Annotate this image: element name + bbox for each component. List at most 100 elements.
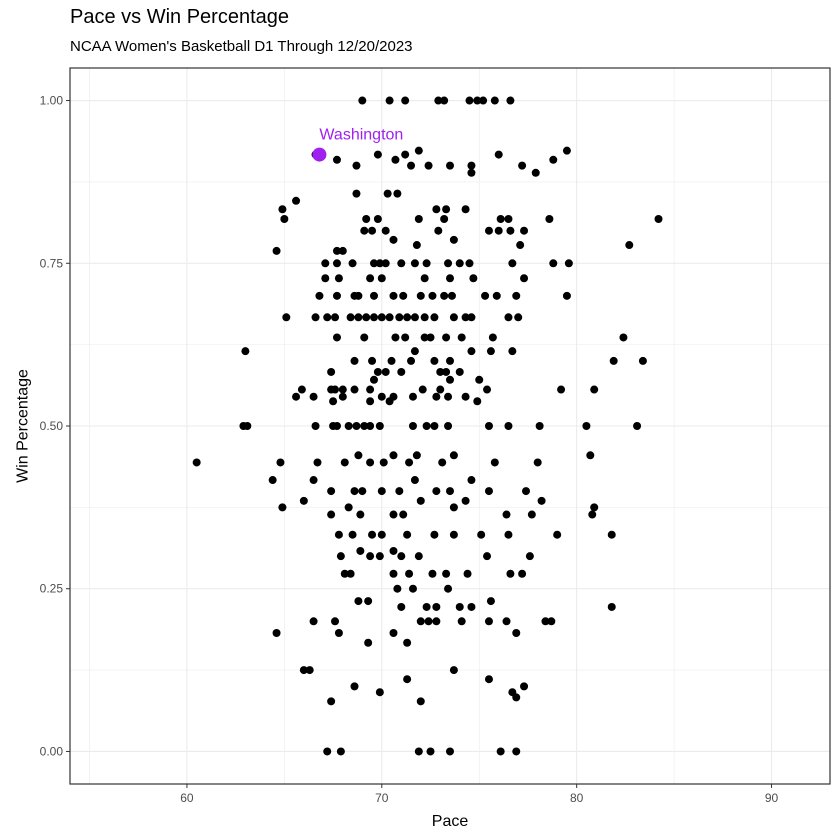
data-point [399,510,408,519]
data-point [553,530,562,539]
highlight-group: Washington [312,127,403,162]
data-point [432,392,441,401]
data-point [432,602,441,611]
data-point [457,617,466,626]
data-point [562,146,571,155]
data-point [479,96,488,105]
data-point [442,205,451,214]
data-point [334,530,343,539]
data-point [465,259,474,268]
data-point [564,259,573,268]
data-point [504,313,513,322]
data-point [490,458,499,467]
data-point [352,161,361,170]
data-point [410,347,419,356]
y-axis-title: Win Percentage [15,369,32,483]
data-point [434,96,443,105]
data-point [309,617,318,626]
data-point [340,458,349,467]
data-point [373,150,382,159]
data-point [467,347,476,356]
data-point [426,333,435,342]
data-point [449,503,458,512]
data-point [401,96,410,105]
data-point [391,333,400,342]
data-point [389,569,398,578]
data-point [416,496,425,505]
data-point [414,215,423,224]
data-point [368,530,377,539]
data-point [397,259,406,268]
data-point [619,333,628,342]
data-point [327,697,336,706]
data-point [299,496,308,505]
data-point [514,313,523,322]
data-point [467,161,476,170]
data-point [506,226,515,235]
data-point [336,552,345,561]
data-point [638,356,647,365]
data-point [438,458,447,467]
highlight-point [312,147,327,162]
data-point [377,487,386,496]
data-point [508,259,517,268]
data-point [334,628,343,637]
data-point [588,510,597,519]
data-point [432,205,441,214]
data-point [420,313,429,322]
data-point [508,347,517,356]
data-point [442,569,451,578]
data-point [364,638,373,647]
data-point [395,313,404,322]
data-point [484,617,493,626]
data-point [356,546,365,555]
data-point [299,666,308,675]
data-point [414,552,423,561]
data-points [192,96,663,756]
x-tick-label: 60 [180,791,194,805]
data-point [516,241,525,250]
data-point [401,150,410,159]
data-point [420,274,429,283]
data-point [436,385,445,394]
data-point [354,451,363,460]
data-point [362,215,371,224]
data-point [444,259,453,268]
data-point [377,313,386,322]
data-point [590,385,599,394]
data-point [432,617,441,626]
data-point [346,313,355,322]
data-point [327,487,336,496]
data-point [504,422,513,430]
data-point [446,487,454,496]
data-point [414,747,423,756]
data-point [633,422,642,430]
data-point [360,422,369,430]
data-point [403,638,412,647]
data-point [292,392,301,401]
data-point [442,367,451,376]
data-point [446,747,454,756]
data-point [366,274,375,283]
data-point [490,96,499,105]
x-tick-label: 80 [570,791,584,805]
axis-ticks: 60 70 80 90 0.00 0.25 0.50 0.75 1.00 [40,94,779,805]
data-point [350,356,359,365]
data-point [292,196,301,205]
data-point [338,385,347,394]
data-point [356,510,365,519]
data-point [362,313,371,322]
data-point [467,602,476,611]
data-point [282,313,291,322]
data-point [278,205,287,214]
data-point [440,291,449,300]
data-point [385,313,394,322]
data-point [321,274,330,283]
data-point [381,226,390,235]
data-point [375,688,384,697]
data-point [430,356,439,365]
data-point [368,356,377,365]
data-point [352,189,361,198]
data-point [373,215,382,224]
data-point [329,397,338,406]
